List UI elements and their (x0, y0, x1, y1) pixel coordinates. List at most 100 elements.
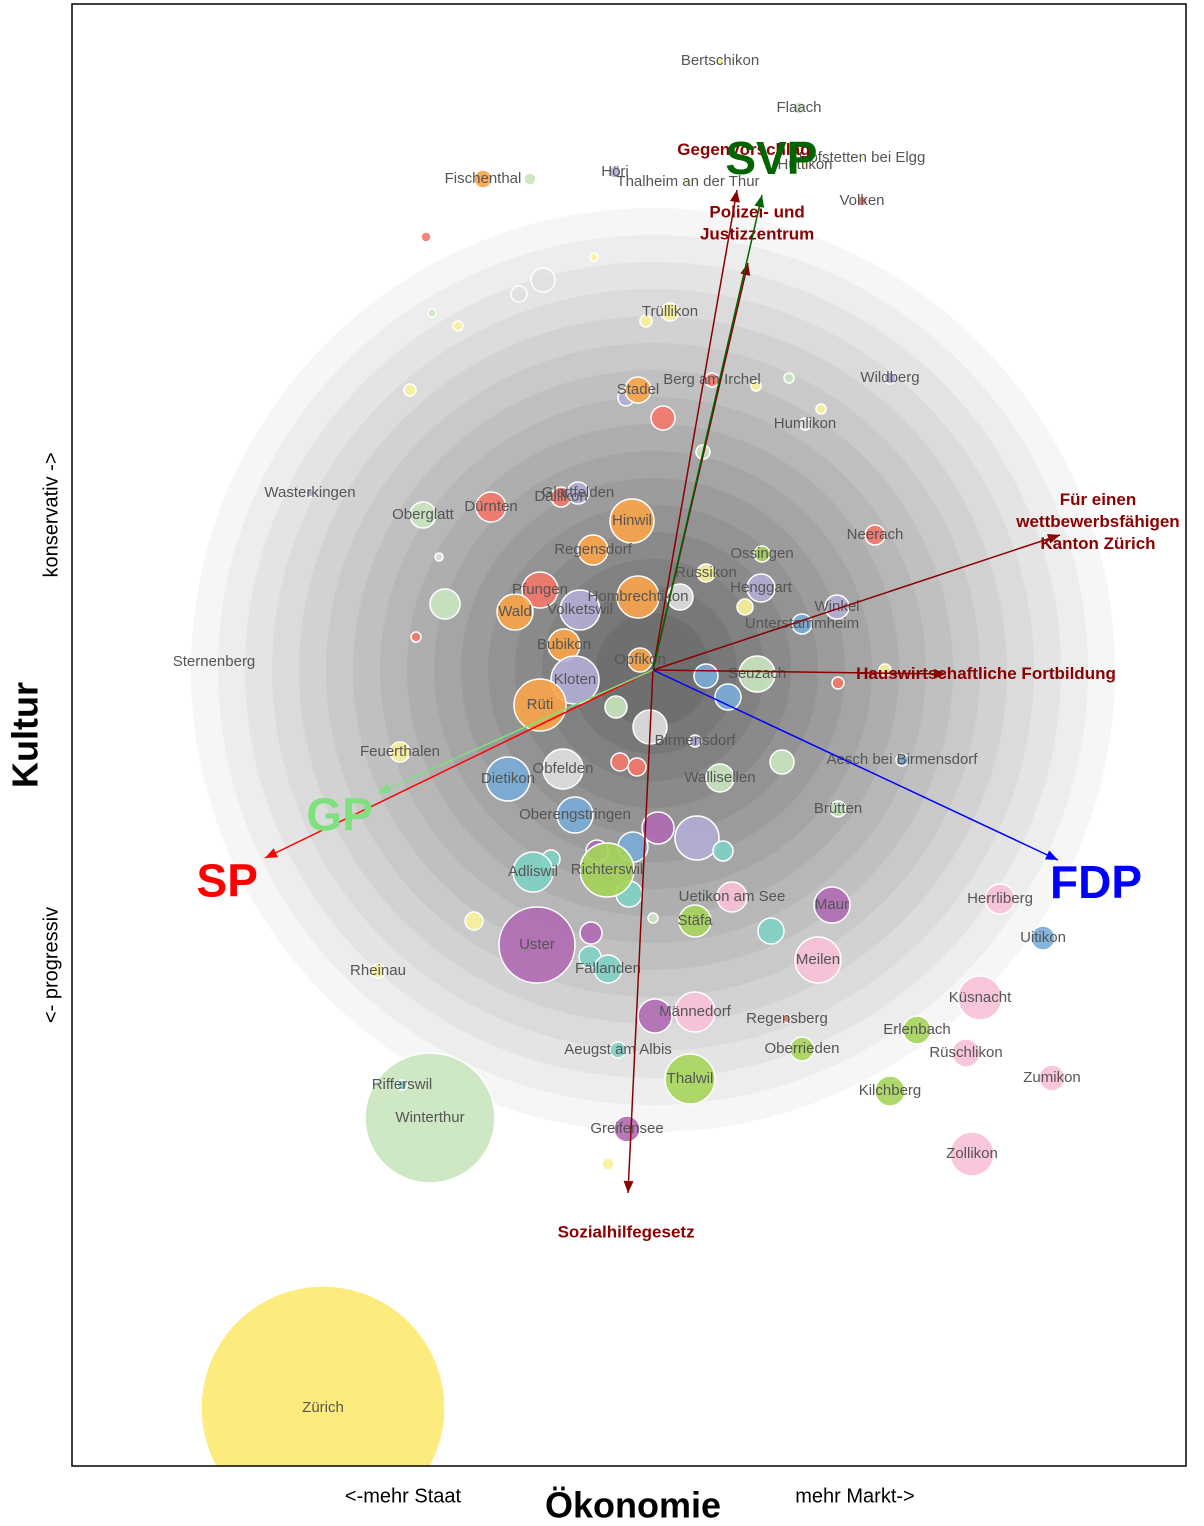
town-label: Trüllikon (642, 303, 698, 320)
bubble (712, 840, 734, 862)
town-label: Erlenbach (883, 1021, 951, 1038)
bubble (464, 911, 484, 931)
bubble (210, 658, 218, 666)
vote-arrow (652, 534, 1061, 671)
bubble (815, 403, 827, 415)
bubble (429, 588, 461, 620)
town-label: Neerach (847, 526, 904, 543)
town-label: Opfikon (614, 651, 666, 668)
town-labels: Zürich Winterthur Uster Bertschikon Flaach Ho… (173, 52, 1081, 1416)
party-label: SP (197, 854, 258, 906)
bubble (664, 1053, 716, 1105)
bubble (475, 491, 507, 523)
town-label: Sternenberg (173, 653, 256, 670)
bubble (696, 563, 716, 583)
bubble (753, 545, 771, 563)
bubble (864, 524, 886, 546)
town-label: Stäfa (677, 912, 713, 929)
bubble (705, 763, 735, 793)
bubble (604, 695, 628, 719)
bubble (716, 881, 748, 913)
town-label: Humlikon (774, 415, 837, 432)
bubble (473, 169, 493, 189)
bubble (660, 302, 680, 322)
town-label: Brütten (814, 800, 862, 817)
party-arrow (652, 669, 1059, 861)
bubble (200, 1285, 446, 1466)
bubble (530, 267, 556, 293)
town-label: Glattfelden (542, 484, 615, 501)
bubble (688, 734, 702, 748)
town-label: Hinwil (612, 512, 652, 529)
bubble (949, 1131, 995, 1177)
bubble (577, 534, 609, 566)
bubble (829, 800, 847, 818)
bubble (824, 594, 850, 620)
party-arrow (652, 194, 763, 671)
x-axis-left-label: <-mehr Staat (345, 1485, 462, 1507)
bubble (521, 571, 559, 609)
town-label: Herrliberg (967, 890, 1033, 907)
town-label: Volken (839, 192, 884, 209)
bubble (542, 748, 584, 790)
town-label: Zumikon (1023, 1069, 1081, 1086)
bubble (856, 195, 868, 207)
bubble (593, 954, 623, 984)
town-label: Zürich (302, 1399, 344, 1416)
bubble (512, 851, 554, 893)
town-label: Hombrechtikon (588, 588, 689, 605)
bubble (627, 647, 653, 673)
bubble (757, 917, 785, 945)
town-label: Dällikon (534, 488, 587, 505)
bubble (627, 757, 647, 777)
town-label: Kloten (554, 671, 597, 688)
town-label: Fällanden (575, 960, 641, 977)
bubble (895, 753, 909, 767)
bubble (883, 371, 897, 385)
vote-label: Sozialhilfegesetz (558, 1222, 695, 1241)
bubble (639, 314, 653, 328)
town-label: Berg am Irchel (663, 371, 761, 388)
bubble (637, 998, 673, 1034)
bubble (789, 1036, 815, 1062)
bubble (624, 376, 652, 404)
town-label: Uetikon am See (679, 888, 786, 905)
town-label: Henggart (730, 579, 793, 596)
bubble (693, 663, 719, 689)
bubble (420, 231, 432, 243)
party-arrow (264, 669, 654, 859)
y-axis-bottom-label: <- progressiv (40, 907, 62, 1023)
bubble (396, 1079, 408, 1091)
bubble (452, 320, 464, 332)
bubble (641, 811, 675, 845)
bubble (613, 1115, 641, 1143)
x-axis-title: Ökonomie (545, 1485, 721, 1526)
y-axis-title: Kultur (5, 682, 46, 788)
vote-label: Hauswirtschaftliche Fortbildung (856, 664, 1116, 683)
town-label: Männedorf (659, 1003, 732, 1020)
bubble (736, 598, 754, 616)
bubble (403, 383, 417, 397)
town-label: Bubikon (537, 636, 591, 653)
bubble (674, 991, 716, 1033)
bubble (813, 886, 851, 924)
town-label: Russikon (675, 564, 737, 581)
town-label: Adliswil (508, 863, 558, 880)
town-label: Wasterkingen (264, 484, 355, 501)
vote-label: Gegenvorschlag (677, 140, 810, 159)
town-label: Aeugst am Albis (564, 1041, 672, 1058)
town-label: Feuerthalen (360, 743, 440, 760)
bubble (957, 975, 1003, 1021)
bubble (738, 655, 776, 693)
bubble (746, 573, 776, 603)
bubble (666, 583, 694, 611)
arrow-head (1045, 850, 1058, 860)
bubble (647, 912, 659, 924)
town-label: Kilchberg (859, 1082, 922, 1099)
party-label: GP (306, 788, 372, 840)
town-label: Greifensee (590, 1120, 663, 1137)
vote-arrow (652, 189, 738, 671)
arrow-head (623, 1180, 634, 1193)
town-label: Hofstetten bei Elgg (799, 149, 926, 166)
